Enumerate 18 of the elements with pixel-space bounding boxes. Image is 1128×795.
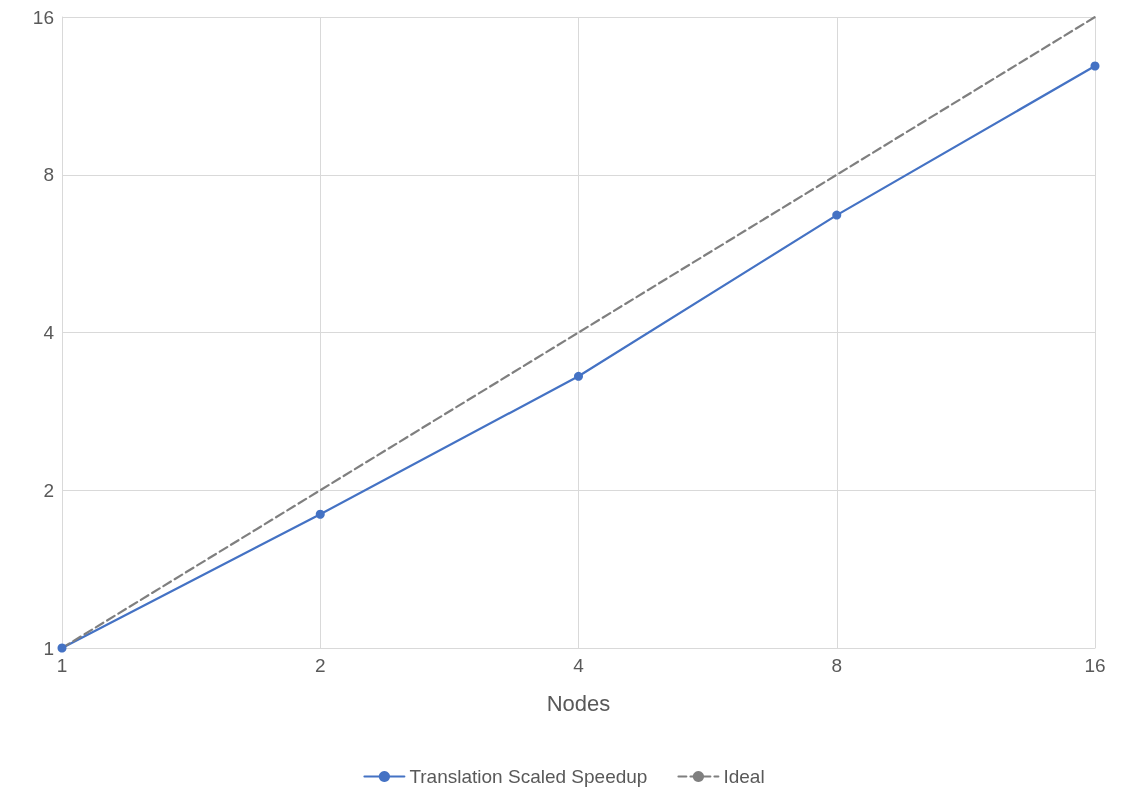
point xyxy=(1090,61,1100,71)
legend-label: Translation Scaled Speedup xyxy=(409,766,648,787)
x-tick-label: 1 xyxy=(56,655,68,676)
x-axis-title: Nodes xyxy=(546,690,611,716)
y-tick-label: 2 xyxy=(43,479,54,501)
y-tick-label: 8 xyxy=(43,164,54,186)
legend-label: Ideal xyxy=(723,766,765,787)
x-tick-label: 2 xyxy=(314,655,326,676)
y-tick-label: 1 xyxy=(43,637,54,659)
point xyxy=(315,509,325,519)
x-tick-label: 4 xyxy=(573,655,585,676)
x-tick-label: 16 xyxy=(1084,655,1106,676)
x-tick-label: 8 xyxy=(831,655,843,676)
point xyxy=(57,643,67,653)
y-tick-label: 16 xyxy=(32,6,54,28)
point xyxy=(574,371,583,381)
y-tick-label: 4 xyxy=(43,322,55,343)
point xyxy=(832,210,842,220)
